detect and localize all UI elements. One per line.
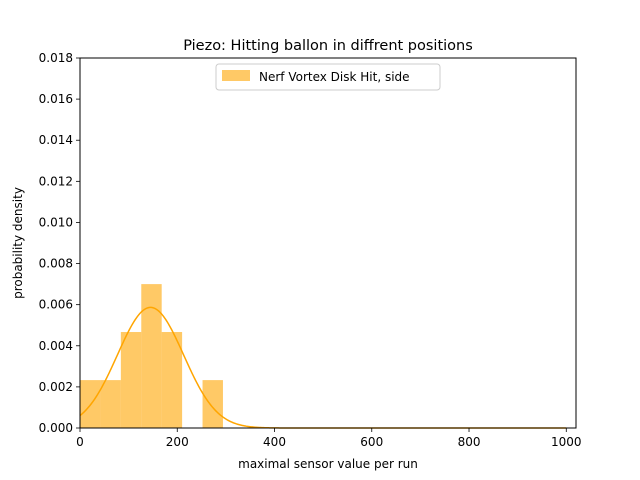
- x-axis-label: maximal sensor value per run: [238, 457, 418, 471]
- y-tick-label: 0.002: [39, 380, 73, 394]
- chart-title: Piezo: Hitting ballon in diffrent positi…: [183, 38, 473, 54]
- x-tick-label: 600: [360, 435, 383, 449]
- y-axis-label: probability density: [11, 187, 25, 299]
- y-tick-label: 0.010: [39, 215, 73, 229]
- histogram-bar-1: [100, 380, 121, 428]
- x-tick-label: 1000: [551, 435, 582, 449]
- legend: Nerf Vortex Disk Hit, side: [215, 63, 441, 91]
- legend-frame: [215, 63, 441, 91]
- y-tick-label: 0.000: [39, 421, 73, 435]
- histogram-bar-3: [141, 284, 162, 428]
- y-tick-label: 0.016: [39, 92, 73, 106]
- histogram-bar-4: [161, 332, 183, 428]
- y-tick-label: 0.008: [39, 257, 73, 271]
- x-tick-label: 800: [458, 435, 481, 449]
- y-tick-label: 0.018: [39, 51, 73, 65]
- x-tick-label: 0: [76, 435, 84, 449]
- y-tick-label: 0.004: [39, 339, 73, 353]
- legend-swatch: [222, 70, 250, 81]
- histogram-bars: [80, 284, 223, 428]
- x-axis: 0 200 400 600 800 1000: [76, 428, 582, 449]
- y-axis: 0.000 0.002 0.004 0.006 0.008 0.010 0.012 0.014…: [39, 51, 80, 435]
- y-tick-label: 0.006: [39, 298, 73, 312]
- plot-area-frame: [79, 57, 577, 429]
- histogram-bar-6: [202, 380, 223, 428]
- y-tick-label: 0.014: [39, 133, 73, 147]
- x-tick-label: 400: [263, 435, 286, 449]
- legend-label: Nerf Vortex Disk Hit, side: [259, 70, 410, 84]
- y-tick-label: 0.012: [39, 174, 73, 188]
- histogram-bar-2: [120, 332, 142, 428]
- x-tick-label: 200: [166, 435, 189, 449]
